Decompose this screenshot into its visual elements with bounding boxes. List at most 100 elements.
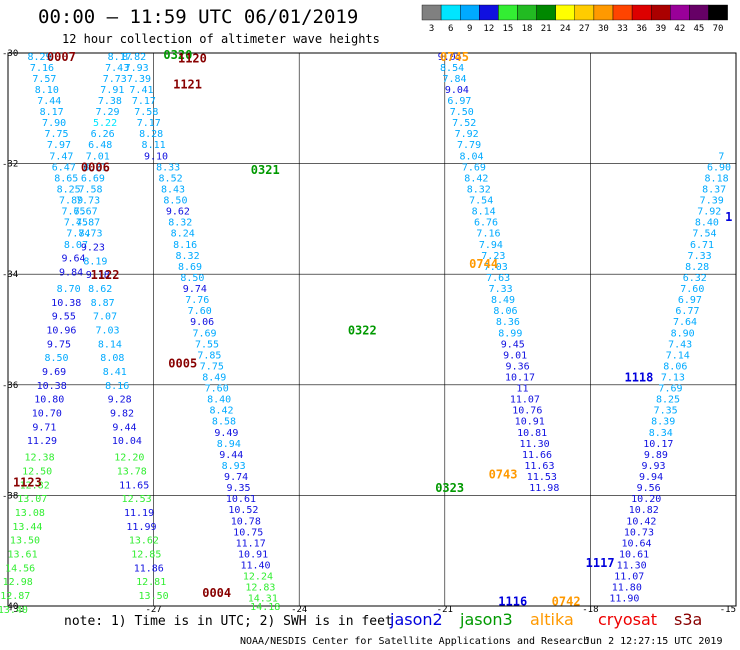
color-scale-label: 6 <box>448 24 453 34</box>
footer-source: NOAA/NESDIS Center for Satellite Applica… <box>240 636 590 647</box>
swh-value-label: 8.82 <box>122 52 146 63</box>
swh-value-label: 7.33 <box>489 284 513 295</box>
swh-value-label: 8.90 <box>671 328 695 339</box>
swh-value-label: 11.30 <box>617 561 647 572</box>
swh-value-label: 10.80 <box>34 395 64 406</box>
swh-value-label: 9.36 <box>506 361 530 372</box>
swh-value-label: 9.04 <box>445 85 469 96</box>
swh-value-label: 7.64 <box>673 317 697 328</box>
color-scale-swatch <box>498 4 518 21</box>
swh-value-label: 7.94 <box>479 240 503 251</box>
pass-time-label: 1123 <box>13 476 42 490</box>
swh-value-label: 8.54 <box>440 63 464 74</box>
y-tick-label: -30 <box>2 49 18 59</box>
swh-value-label: 7.45 <box>64 218 88 229</box>
pass-time-label: 1 <box>725 210 732 224</box>
swh-value-label: 7.47 <box>49 151 73 162</box>
legend-s3a: s3a <box>674 610 703 629</box>
swh-value-label: 8.99 <box>498 328 522 339</box>
swh-value-label: 6.71 <box>690 240 714 251</box>
swh-value-label: 10.78 <box>231 516 261 527</box>
swh-value-label: 11.65 <box>119 480 149 491</box>
swh-value-label: 8.40 <box>207 395 231 406</box>
x-tick-label: -24 <box>291 605 307 615</box>
swh-value-label: 7 <box>718 151 724 162</box>
swh-value-label: 6.76 <box>474 218 498 229</box>
swh-value-label: 7.23 <box>481 251 505 262</box>
swh-value-label: 7.01 <box>86 151 110 162</box>
swh-value-label: 7.63 <box>486 273 510 284</box>
pass-time-label: 1116 <box>498 594 527 608</box>
swh-value-label: 7.65 <box>61 207 85 218</box>
color-scale-label: 3 <box>429 24 434 34</box>
pass-time-label: 0743 <box>489 467 518 481</box>
swh-value-label: 8.28 <box>139 129 163 140</box>
swh-value-label: 9.75 <box>47 339 71 350</box>
swh-value-label: 12.87 <box>0 591 30 602</box>
swh-value-label: 7.17 <box>132 96 156 107</box>
swh-value-label: 11.99 <box>126 522 156 533</box>
swh-value-label: 8.11 <box>142 140 166 151</box>
swh-value-label: 8.49 <box>491 295 515 306</box>
swh-value-label: 8.50 <box>163 196 187 207</box>
swh-value-label: 9.62 <box>166 207 190 218</box>
swh-value-label: 8.69 <box>178 262 202 273</box>
swh-value-label: 11.66 <box>522 450 552 461</box>
swh-value-label: 7.41 <box>129 85 153 96</box>
color-scale-swatch <box>421 4 442 21</box>
swh-value-label: 7.73 <box>76 196 100 207</box>
swh-value-label: 8.17 <box>108 52 132 63</box>
swh-value-label: 9.74 <box>183 284 207 295</box>
swh-value-label: 7.69 <box>193 328 217 339</box>
swh-value-label: 10.38 <box>37 381 67 392</box>
swh-value-label: 10.52 <box>228 505 258 516</box>
swh-value-label: 8.70 <box>57 284 81 295</box>
swh-value-label: 14.18 <box>250 602 280 613</box>
swh-value-label: 11.07 <box>614 572 644 583</box>
color-scale-label: 12 <box>483 24 494 34</box>
color-scale-swatch <box>536 4 556 21</box>
swh-value-label: 8.42 <box>209 406 233 417</box>
swh-value-label: 8.16 <box>173 240 197 251</box>
swh-value-label: 7.16 <box>476 229 500 240</box>
pass-time-label: 0004 <box>202 586 231 600</box>
color-scale-label: 18 <box>522 24 533 34</box>
color-scale-label: 24 <box>560 24 571 34</box>
swh-value-label: 12.83 <box>245 583 275 594</box>
legend-jason2: jason2 <box>390 610 443 629</box>
swh-value-label: 7.44 <box>37 96 61 107</box>
color-scale-swatch <box>479 4 499 21</box>
pass-time-label: 0745 <box>440 50 469 64</box>
swh-value-label: 9.82 <box>110 408 134 419</box>
swh-value-label: 10.61 <box>619 549 649 560</box>
swh-value-label: 8.14 <box>472 207 496 218</box>
x-tick-label: -27 <box>145 605 161 615</box>
color-scale-swatch <box>631 4 652 21</box>
swh-value-label: 8.32 <box>168 218 192 229</box>
swh-value-label: 6.97 <box>678 295 702 306</box>
swh-value-label: 7.92 <box>455 129 479 140</box>
swh-value-label: 7.67 <box>74 207 98 218</box>
swh-value-label: 8.49 <box>202 373 226 384</box>
pass-time-label: 0005 <box>168 357 197 371</box>
color-scale-swatch <box>440 4 461 21</box>
swh-value-label: 8.65 <box>54 173 78 184</box>
pass-time-label: 1122 <box>91 268 120 282</box>
swh-value-label: 8.41 <box>103 367 127 378</box>
swh-value-label: 10.76 <box>512 406 542 417</box>
swh-value-label: 8.24 <box>171 229 195 240</box>
swh-value-label: 13.50 <box>10 536 40 547</box>
swh-value-label: 7.07 <box>93 312 117 323</box>
swh-value-label: 8.73 <box>78 229 102 240</box>
swh-value-label: 7.60 <box>188 306 212 317</box>
swh-value-label: 7.87 <box>76 218 100 229</box>
swh-value-label: 7.92 <box>697 207 721 218</box>
swh-value-label: 12.53 <box>122 494 152 505</box>
pass-time-label: 0320 <box>163 48 192 62</box>
swh-value-label: 13.62 <box>129 536 159 547</box>
swh-value-label: 11.29 <box>27 436 57 447</box>
swh-value-label: 6.26 <box>91 129 115 140</box>
swh-value-label: 7.85 <box>197 350 221 361</box>
swh-value-label: 7.38 <box>98 96 122 107</box>
